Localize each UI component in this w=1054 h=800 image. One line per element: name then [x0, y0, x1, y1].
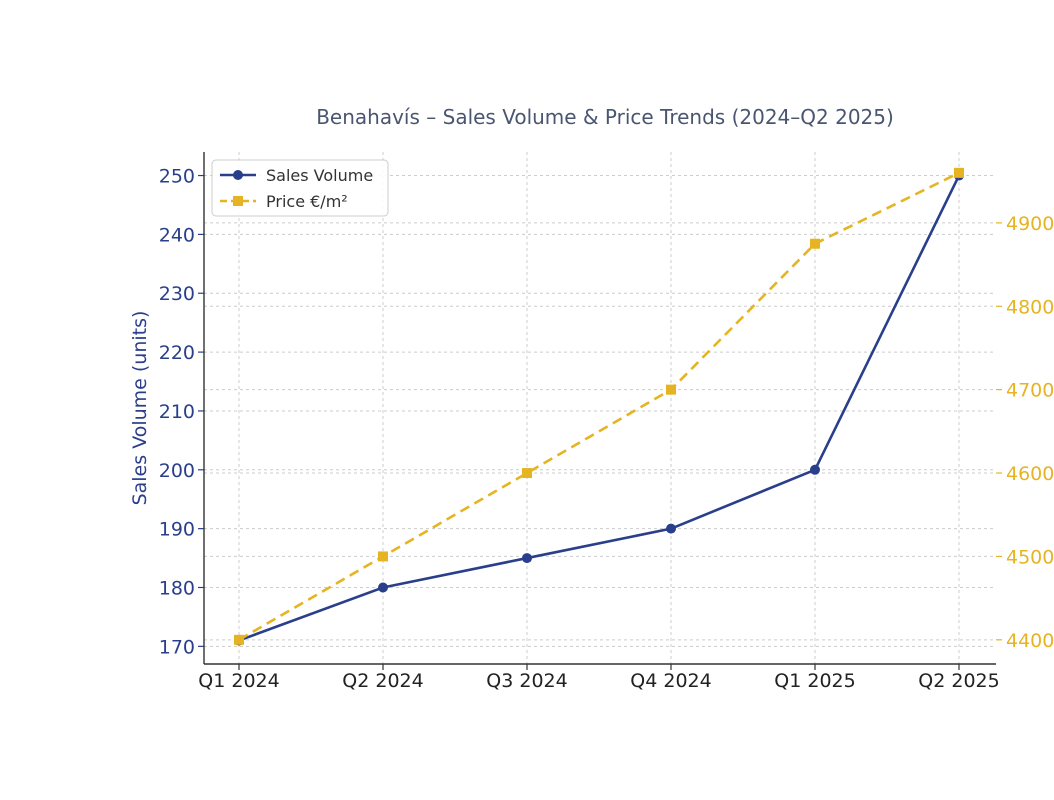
y-axis-left-label: Sales Volume (units)	[129, 311, 151, 506]
x-tick-label: Q1 2025	[774, 670, 855, 692]
legend: Sales Volume Price €/m²	[211, 159, 389, 217]
legend-swatch-marker	[233, 196, 243, 206]
y-left-tick-label: 190	[159, 519, 195, 541]
x-tick-label: Q2 2025	[918, 670, 999, 692]
y-right-tick-label: 4900	[1006, 213, 1054, 235]
x-tick-label: Q1 2024	[198, 670, 279, 692]
y-left-tick-label: 170	[159, 636, 195, 658]
y-right-tick-label: 4600	[1006, 463, 1054, 485]
y-left-tick-label: 240	[159, 224, 195, 246]
legend-label: Sales Volume	[266, 166, 373, 185]
data-point-2	[666, 384, 676, 395]
series-line-2	[238, 171, 960, 641]
data-point-2	[234, 634, 244, 645]
x-tick-label: Q3 2024	[486, 670, 567, 692]
axes: Q1 2024 Q2 2024 Q3 2024 Q4 2024 Q1 2025 Q2 20…	[159, 152, 1054, 692]
y-right-tick-label: 4800	[1006, 296, 1054, 318]
x-tick-label: Q4 2024	[630, 670, 711, 692]
y-left-tick-label: 200	[159, 460, 195, 482]
legend-swatch-marker	[233, 170, 243, 180]
data-point-2	[954, 167, 964, 178]
data-point-2	[810, 238, 820, 249]
series	[234, 167, 964, 646]
data-point-1	[810, 464, 820, 475]
y-left-tick-label: 220	[159, 342, 195, 364]
y-right-tick-label: 4500	[1006, 546, 1054, 568]
x-tick-label: Q2 2024	[342, 670, 423, 692]
y-right-tick-label: 4400	[1006, 630, 1054, 652]
chart-title: Benahavís – Sales Volume & Price Trends …	[316, 105, 894, 129]
data-point-1	[378, 582, 388, 593]
data-point-2	[378, 551, 388, 562]
y-left-tick-label: 230	[159, 283, 195, 305]
grid	[204, 152, 996, 664]
y-left-tick-label: 180	[159, 577, 195, 599]
data-point-2	[522, 468, 532, 479]
y-right-tick-label: 4700	[1006, 380, 1054, 402]
series-line-1	[238, 174, 961, 642]
y-left-tick-label: 250	[159, 166, 195, 188]
data-point-1	[522, 553, 532, 564]
legend-label: Price €/m²	[266, 192, 348, 211]
y-left-tick-label: 210	[159, 401, 195, 423]
data-point-1	[666, 523, 676, 534]
